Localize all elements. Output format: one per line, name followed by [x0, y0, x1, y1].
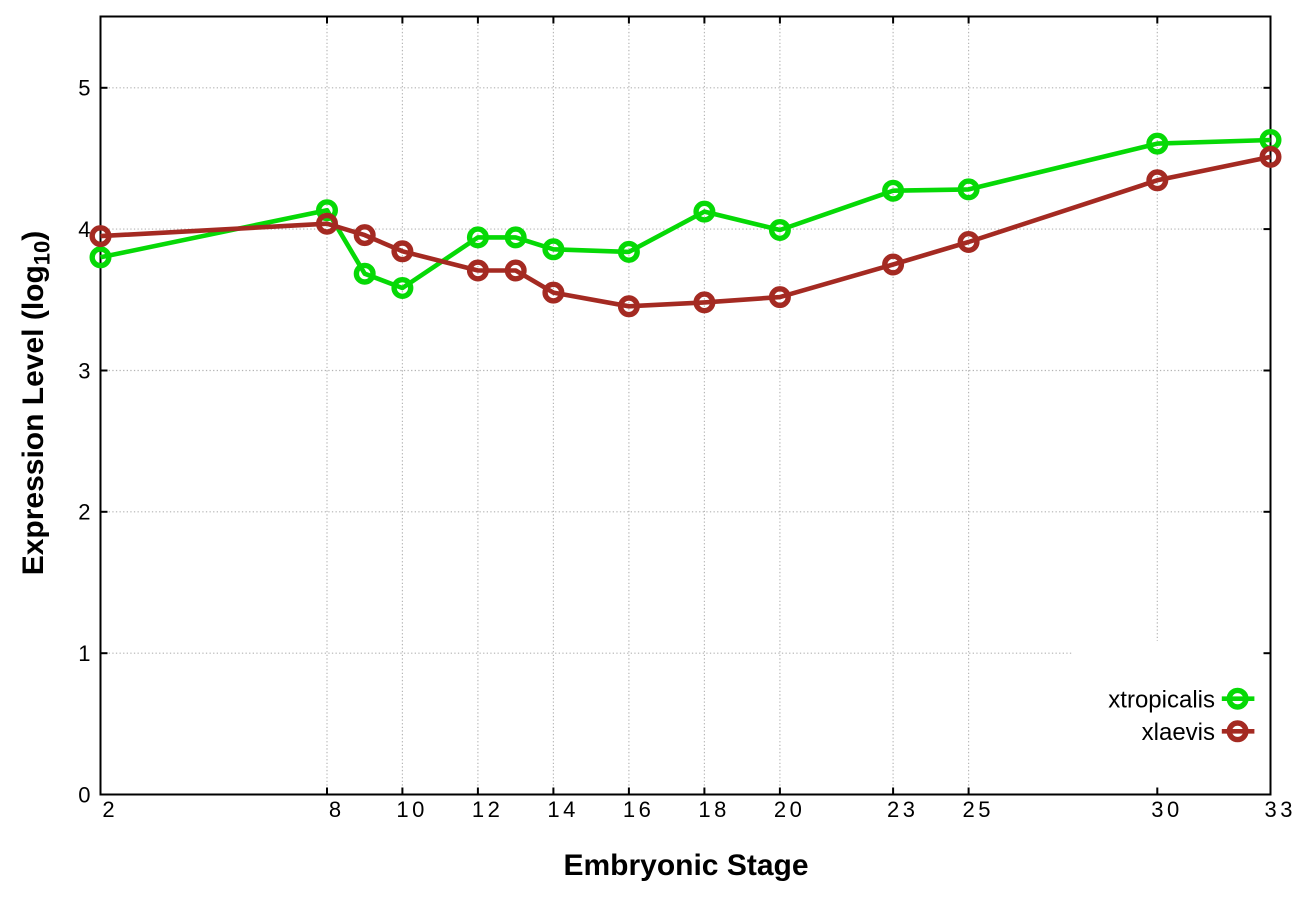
- svg-text:12: 12: [472, 797, 503, 822]
- svg-text:25: 25: [963, 797, 994, 822]
- svg-text:20: 20: [774, 797, 805, 822]
- svg-text:18: 18: [698, 797, 729, 822]
- svg-text:0: 0: [78, 782, 90, 807]
- svg-text:xtropicalis: xtropicalis: [1108, 686, 1215, 713]
- svg-text:xlaevis: xlaevis: [1142, 719, 1215, 746]
- svg-text:2: 2: [78, 500, 90, 525]
- svg-text:23: 23: [887, 797, 918, 822]
- svg-text:16: 16: [623, 797, 654, 822]
- svg-text:30: 30: [1151, 797, 1182, 822]
- svg-text:14: 14: [547, 797, 578, 822]
- svg-text:Expression Level (log10): Expression Level (log10): [17, 231, 55, 576]
- svg-text:3: 3: [78, 358, 90, 383]
- svg-text:10: 10: [396, 797, 427, 822]
- svg-text:4: 4: [78, 217, 90, 242]
- svg-text:33: 33: [1264, 797, 1295, 822]
- svg-text:1: 1: [78, 641, 90, 666]
- svg-text:8: 8: [329, 797, 345, 822]
- svg-text:2: 2: [102, 797, 118, 822]
- svg-text:Embryonic Stage: Embryonic Stage: [563, 849, 808, 882]
- svg-text:5: 5: [78, 76, 90, 101]
